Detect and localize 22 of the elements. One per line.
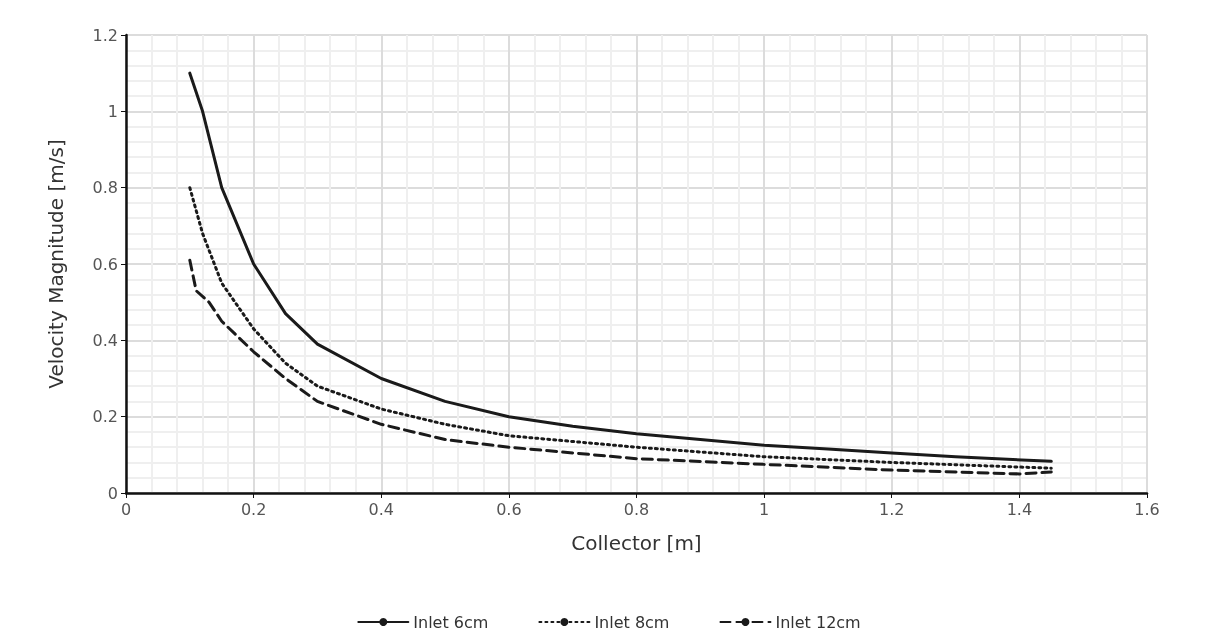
legend-label: Inlet 12cm: [775, 612, 861, 632]
x-tick-label: 0.4: [368, 499, 394, 519]
y-tick-label: 0.6: [92, 254, 118, 274]
x-tick-label: 0.8: [623, 499, 650, 519]
legend-label: Inlet 8cm: [594, 612, 670, 632]
x-axis-title: Collector [m]: [571, 531, 702, 555]
y-tick-label: 0: [107, 483, 118, 503]
x-tick-label: 1.4: [1006, 499, 1033, 519]
y-tick-label: 1.2: [92, 25, 118, 45]
x-tick-label: 0.2: [240, 499, 267, 519]
legend-label: Inlet 6cm: [413, 612, 489, 632]
y-tick-label: 1: [107, 101, 118, 121]
y-axis-title: Velocity Magnitude [m/s]: [44, 139, 68, 389]
x-tick-label: 1.2: [879, 499, 905, 519]
y-tick-label: 0.4: [92, 330, 118, 350]
x-tick-label: 1.6: [1134, 499, 1160, 519]
line-series: [188, 71, 1053, 463]
x-tick-label: 0: [120, 499, 132, 519]
y-tick-label: 0.2: [92, 407, 118, 427]
x-tick-label: 0.6: [496, 499, 522, 519]
y-tick-label: 0.8: [92, 178, 118, 198]
x-tick-label: 1: [759, 499, 770, 519]
